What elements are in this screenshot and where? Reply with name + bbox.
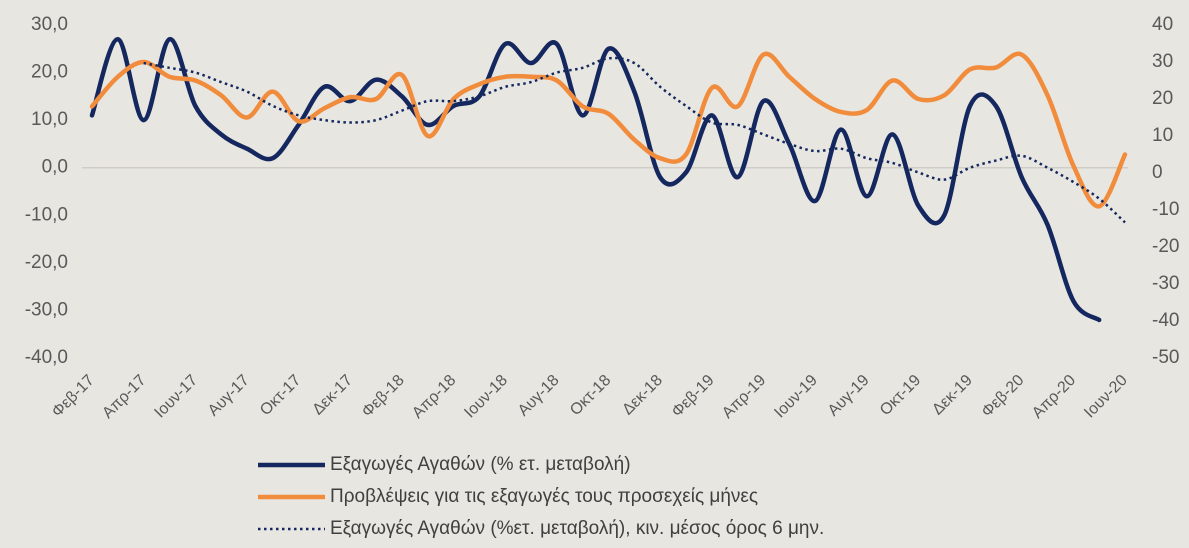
y2-tick-label: 30 <box>1152 51 1173 72</box>
y-tick-label: 0,0 <box>42 157 68 178</box>
x-tick-label: Αυγ-18 <box>515 372 563 420</box>
x-tick-label: Δεκ-18 <box>619 372 666 419</box>
legend-label: Προβλέψεις για τις εξαγωγές τους προσεχε… <box>330 486 758 507</box>
y-tick-label: -10,0 <box>25 204 68 225</box>
y-tick-label: -40,0 <box>25 347 68 368</box>
x-tick-label: Αυγ-19 <box>825 372 873 420</box>
x-tick-label: Φεβ-20 <box>979 372 1028 421</box>
x-tick-label: Δεκ-17 <box>309 372 356 419</box>
x-tick-label: Ιουν-17 <box>151 372 201 422</box>
y2-tick-label: -30 <box>1152 273 1179 294</box>
y-tick-label: 20,0 <box>31 62 68 83</box>
y-tick-label: 10,0 <box>31 109 68 130</box>
x-tick-label: Οκτ-19 <box>877 372 924 419</box>
series-line <box>89 37 1102 323</box>
x-tick-label: Απρ-18 <box>409 372 459 422</box>
x-tick-label: Ιουν-18 <box>461 372 511 422</box>
x-tick-label: Απρ-20 <box>1029 372 1079 422</box>
y2-tick-label: 20 <box>1152 88 1173 109</box>
x-tick-label: Φεβ-18 <box>359 372 408 421</box>
x-tick-label: Ιουν-20 <box>1081 372 1131 422</box>
x-tick-label: Φεβ-19 <box>669 372 718 421</box>
x-tick-label: Οκτ-17 <box>257 372 304 419</box>
x-tick-label: Απρ-19 <box>719 372 769 422</box>
x-tick-label: Ιουν-19 <box>771 372 821 422</box>
y2-tick-label: 10 <box>1152 125 1173 146</box>
x-tick-label: Απρ-17 <box>99 372 149 422</box>
y-tick-label: -20,0 <box>25 252 68 273</box>
x-tick-label: Δεκ-19 <box>929 372 976 419</box>
series-line <box>89 51 1128 209</box>
series-line <box>143 56 1126 224</box>
y2-tick-label: -10 <box>1152 199 1179 220</box>
legend-label: Εξαγωγές Αγαθών (% ετ. μεταβολή) <box>330 454 631 475</box>
x-tick-label: Αυγ-17 <box>205 372 253 420</box>
y-tick-label: 30,0 <box>31 14 68 35</box>
y2-tick-label: 0 <box>1152 162 1163 183</box>
y-tick-label: -30,0 <box>25 299 68 320</box>
y2-tick-label: 40 <box>1152 14 1173 35</box>
y2-tick-label: -20 <box>1152 236 1179 257</box>
x-tick-label: Οκτ-18 <box>567 372 614 419</box>
legend-label: Εξαγωγές Αγαθών (%ετ. μεταβολή), κιν. μέ… <box>330 518 824 539</box>
y2-tick-label: -50 <box>1152 347 1179 368</box>
y2-tick-label: -40 <box>1152 310 1179 331</box>
x-tick-label: Φεβ-17 <box>49 372 98 421</box>
